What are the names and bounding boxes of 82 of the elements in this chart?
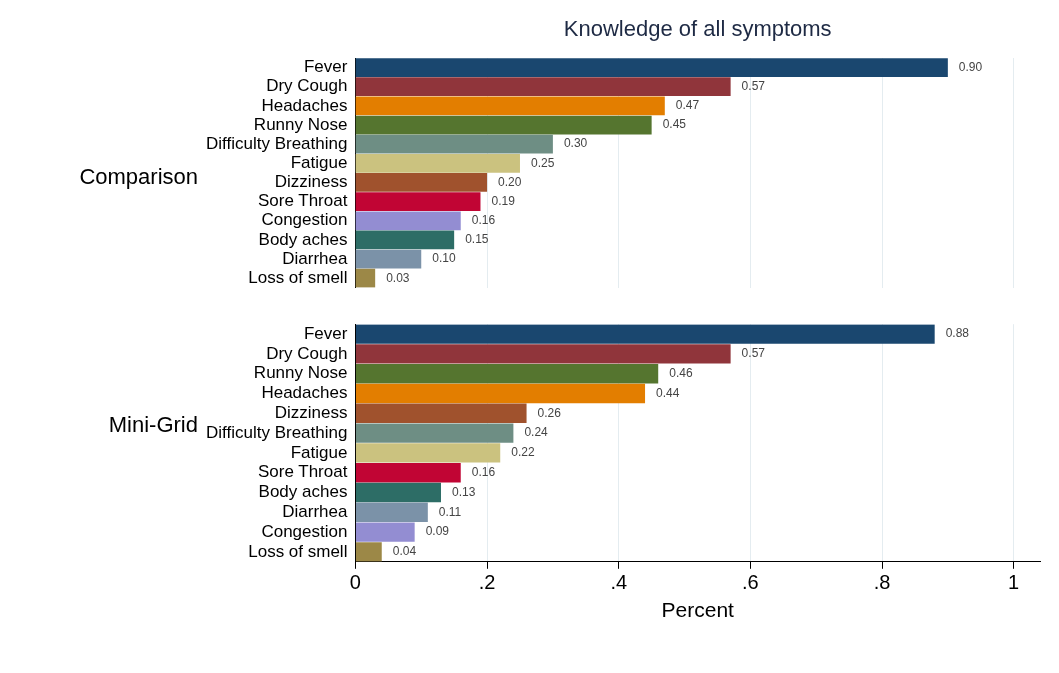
bar — [355, 423, 514, 443]
y-tick-label: Fever — [303, 57, 348, 77]
bar — [355, 502, 428, 522]
data-label: 0.11 — [438, 504, 462, 519]
y-tick-label: Runny Nose — [253, 114, 348, 134]
y-tick-label: Congestion — [261, 521, 348, 541]
bar — [355, 542, 382, 562]
bar — [355, 383, 646, 404]
y-tick-label: Loss of smell — [248, 541, 348, 561]
y-tick-label: Body aches — [258, 229, 348, 249]
bar — [355, 211, 461, 231]
data-label: 0.09 — [425, 524, 450, 539]
data-label: 0.44 — [656, 385, 680, 400]
data-label: 0.57 — [741, 346, 766, 361]
bar — [355, 249, 422, 269]
data-label: 0.20 — [498, 174, 522, 189]
y-tick-label: Body aches — [258, 482, 348, 502]
y-tick-label: Fatigue — [290, 442, 348, 462]
data-label: 0.47 — [675, 98, 700, 113]
bar — [355, 58, 948, 77]
y-tick-label: Dry Cough — [266, 343, 348, 363]
y-tick-label: Fever — [303, 323, 348, 343]
data-label: 0.22 — [511, 445, 535, 460]
bar — [355, 463, 461, 483]
y-axis-title: Comparison — [78, 163, 198, 190]
x-tick-label: .4 — [610, 571, 628, 594]
data-label: 0.24 — [524, 425, 549, 440]
data-label: 0.13 — [451, 484, 476, 499]
y-tick-label: Dizziness — [274, 402, 348, 422]
data-label: 0.04 — [392, 544, 417, 559]
data-label: 0.19 — [491, 193, 516, 208]
data-label: 0.16 — [471, 213, 496, 228]
y-tick-label: Diarrhea — [282, 248, 348, 268]
data-label: 0.15 — [465, 232, 489, 247]
y-tick-label: Sore Throat — [257, 191, 348, 211]
chart-title: Knowledge of all symptoms — [563, 16, 832, 41]
y-tick-label: Congestion — [261, 210, 348, 230]
data-label: 0.26 — [537, 405, 562, 420]
data-label: 0.46 — [669, 366, 693, 381]
bar — [355, 364, 659, 384]
bar — [355, 192, 481, 212]
x-tick-label: 1 — [1008, 571, 1020, 594]
y-tick-label: Difficulty Breathing — [206, 133, 348, 153]
bar — [355, 115, 652, 135]
y-tick-label: Dizziness — [274, 172, 348, 192]
y-tick-label: Dry Cough — [266, 76, 348, 96]
bar — [355, 324, 935, 344]
bar — [355, 230, 455, 250]
x-axis-title: Percent — [661, 598, 735, 622]
data-label: 0.45 — [662, 117, 687, 132]
data-label: 0.57 — [741, 79, 766, 94]
y-axis-title: Mini-Grid — [107, 411, 198, 438]
y-tick-label: Difficulty Breathing — [206, 422, 348, 442]
data-label: 0.16 — [471, 465, 496, 480]
bar — [355, 268, 376, 288]
bar — [355, 134, 553, 154]
x-tick-label: 0 — [349, 571, 361, 594]
x-tick-label: .8 — [873, 571, 891, 594]
bar — [355, 522, 415, 542]
bar — [355, 403, 527, 423]
data-label: 0.10 — [432, 251, 456, 266]
y-tick-label: Runny Nose — [253, 363, 348, 383]
y-tick-label: Headaches — [261, 95, 348, 115]
bar — [355, 153, 520, 173]
data-label: 0.03 — [386, 270, 410, 285]
data-label: 0.30 — [563, 136, 588, 151]
bar — [355, 482, 441, 503]
x-tick-label: .2 — [478, 571, 496, 594]
x-tick-label: .6 — [742, 571, 759, 594]
y-tick-label: Diarrhea — [282, 501, 348, 521]
bar — [355, 443, 501, 463]
data-label: 0.25 — [530, 155, 555, 170]
y-tick-label: Sore Throat — [257, 462, 348, 482]
data-label: 0.88 — [945, 326, 970, 341]
bar — [355, 173, 488, 192]
bar — [355, 96, 665, 116]
y-tick-label: Headaches — [261, 383, 348, 403]
y-tick-label: Loss of smell — [248, 267, 348, 287]
bar — [355, 344, 731, 364]
data-label: 0.90 — [958, 59, 983, 74]
bar — [355, 77, 731, 97]
y-tick-label: Fatigue — [290, 153, 348, 173]
